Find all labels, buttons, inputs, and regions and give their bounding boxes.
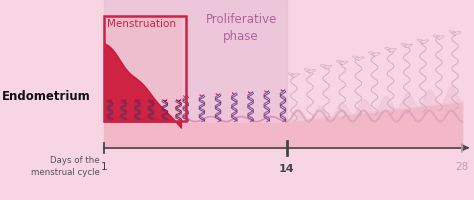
Text: Endometrium: Endometrium [2, 90, 91, 102]
Text: Days of the
menstrual cycle: Days of the menstrual cycle [31, 155, 100, 176]
Bar [104, 17, 186, 121]
Text: Proliferative
phase: Proliferative phase [205, 13, 277, 43]
Bar [104, 0, 287, 148]
Text: 1: 1 [101, 161, 108, 171]
Text: Menstruation: Menstruation [107, 19, 176, 29]
Text: 14: 14 [279, 163, 294, 173]
Text: 28: 28 [456, 161, 469, 171]
